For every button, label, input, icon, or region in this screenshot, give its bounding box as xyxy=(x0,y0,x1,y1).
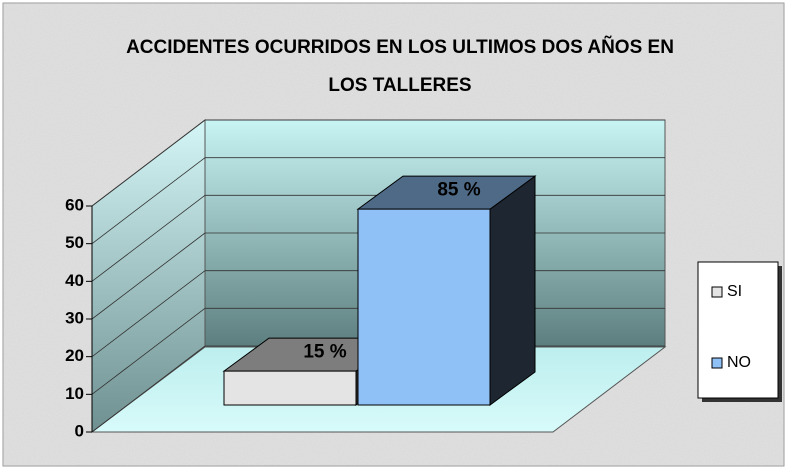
grid-line xyxy=(91,270,206,357)
grid-line xyxy=(91,232,206,320)
grid-line xyxy=(91,195,206,282)
legend-swatch xyxy=(711,286,723,298)
bar-side xyxy=(489,175,536,406)
y-tick-label: 60 xyxy=(65,195,84,214)
y-tick-label: 20 xyxy=(65,346,84,365)
y-tick-label: 40 xyxy=(65,271,84,290)
legend-swatch xyxy=(711,357,723,369)
y-tick-label: 10 xyxy=(65,384,84,403)
grid-line xyxy=(91,119,206,207)
chart-title: ACCIDENTES OCURRIDOS EN LOS ULTIMOS DOS … xyxy=(126,36,674,96)
bar xyxy=(357,208,491,406)
legend-label: NO xyxy=(727,354,751,371)
legend-label: SI xyxy=(727,283,742,300)
bar xyxy=(223,370,357,406)
legend xyxy=(697,261,779,399)
grid-line xyxy=(91,308,206,395)
data-label: 85 % xyxy=(437,180,480,201)
grid-line xyxy=(91,345,206,433)
y-tick-label: 0 xyxy=(75,421,84,440)
y-tick-label: 50 xyxy=(65,233,84,252)
data-label: 15 % xyxy=(303,342,346,363)
y-tick-label: 30 xyxy=(65,308,84,327)
grid-line xyxy=(91,157,206,244)
